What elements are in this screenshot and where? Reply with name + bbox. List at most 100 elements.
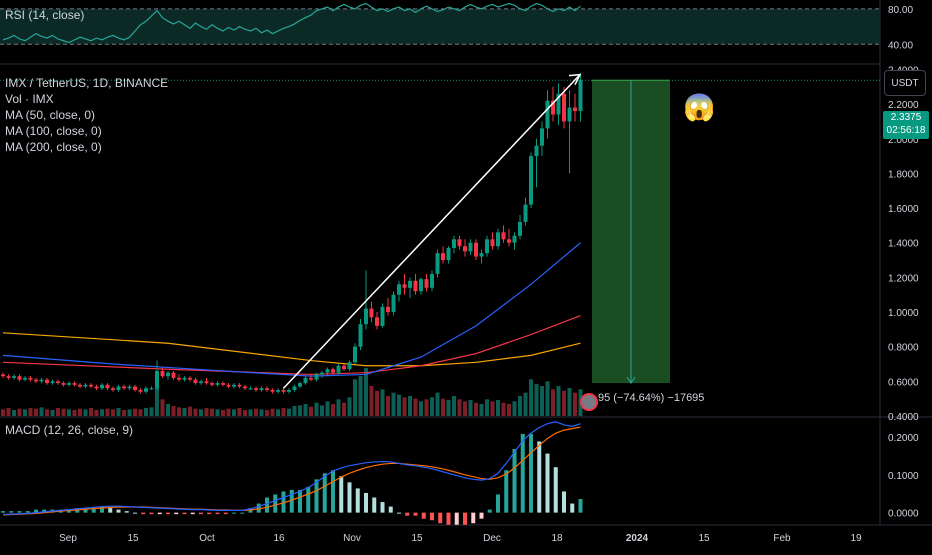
price-axis-label: 2.0000: [888, 135, 919, 146]
candle-body: [298, 383, 302, 387]
volume-bar: [325, 401, 330, 416]
time-axis-label: 15: [698, 533, 710, 544]
candle-body: [193, 379, 198, 384]
volume-bar: [50, 410, 55, 416]
macd-histogram-bar: [34, 509, 38, 513]
volume-bar: [479, 404, 484, 416]
candle-body: [28, 377, 33, 380]
time-axis-label: Oct: [199, 533, 215, 544]
candle-body: [391, 294, 396, 313]
candle-body: [34, 379, 38, 382]
macd-histogram-bar: [190, 512, 195, 515]
main-title[interactable]: IMX / TetherUS, 1D, BINANCE: [5, 76, 169, 90]
macd-histogram-bar: [339, 476, 344, 513]
time-axis-label: Dec: [483, 533, 501, 544]
volume-bar: [45, 409, 49, 416]
price-axis-label: 0.8000: [888, 343, 919, 354]
candle-body: [56, 381, 60, 384]
candle-body: [479, 253, 484, 257]
currency-unit-button[interactable]: USDT: [884, 70, 926, 96]
macd-histogram-bar: [149, 512, 154, 515]
macd-histogram-bar: [471, 512, 476, 524]
candle-body: [204, 381, 209, 384]
candle-body: [1, 374, 5, 377]
volume-bar: [353, 379, 357, 416]
candle-body: [83, 384, 88, 387]
macd-histogram-bar: [454, 512, 459, 525]
study-ma200[interactable]: MA (200, close, 0): [5, 140, 102, 154]
scream-emoji-icon: 😱: [683, 92, 716, 122]
rsi-line: [2, 2, 581, 44]
candle-body: [149, 388, 154, 390]
volume-bar: [100, 409, 104, 416]
macd-histogram-bar: [446, 512, 451, 525]
study-volume[interactable]: Vol · IMX: [5, 92, 54, 106]
candle-body: [254, 388, 258, 391]
candle-body: [160, 370, 165, 377]
candle-body: [188, 377, 192, 380]
candle-body: [556, 93, 561, 115]
rsi-axis-label: 40.00: [888, 40, 913, 51]
candle-body: [375, 317, 379, 326]
candle-body: [50, 381, 55, 384]
macd-histogram-bar: [133, 512, 137, 514]
study-ma100[interactable]: MA (100, close, 0): [5, 124, 102, 138]
volume-bar: [1, 409, 5, 416]
candle-body: [166, 372, 170, 377]
position-marker-icon[interactable]: [580, 393, 598, 411]
macd-histogram-bar: [281, 491, 286, 513]
candle-body: [155, 370, 159, 389]
volume-bar: [149, 407, 154, 416]
macd-axis-label: 0.1000: [888, 471, 919, 482]
rsi-title[interactable]: RSI (14, close): [5, 8, 85, 22]
candle-body: [39, 379, 44, 382]
price-axis-label: 1.2000: [888, 273, 919, 284]
volume-bar: [232, 409, 236, 416]
volume-bar: [160, 399, 165, 416]
candle-body: [496, 232, 500, 247]
macd-histogram-bar: [223, 512, 228, 515]
volume-bar: [298, 405, 302, 416]
macd-histogram-bar: [256, 503, 261, 513]
volume-bar: [248, 409, 253, 416]
volume-bar: [265, 410, 269, 416]
candle-body: [171, 372, 176, 378]
volume-bar: [551, 389, 555, 416]
price-axis-label: 1.6000: [888, 204, 919, 215]
volume-bar: [424, 399, 429, 416]
macd-histogram-bar: [570, 503, 575, 513]
macd-histogram-bar: [520, 433, 525, 513]
volume-bar: [523, 392, 528, 416]
candle-body: [138, 390, 143, 392]
volume-bar: [94, 410, 99, 416]
macd-histogram-bar: [512, 449, 517, 513]
volume-bar: [67, 409, 71, 416]
macd-histogram-bar: [331, 470, 335, 513]
study-ma50[interactable]: MA (50, close, 0): [5, 108, 96, 122]
volume-bar: [314, 402, 319, 416]
candle-body: [441, 253, 445, 261]
candle-body: [232, 384, 236, 387]
candle-body: [485, 239, 489, 254]
macd-title[interactable]: MACD (12, 26, close, 9): [5, 423, 134, 437]
time-axis-label: 2024: [626, 533, 649, 544]
price-axis-label: 0.4000: [888, 412, 919, 423]
candle-body: [100, 384, 104, 389]
volume-bar: [144, 408, 148, 416]
time-axis-label: 16: [273, 533, 285, 544]
candle-body: [45, 379, 49, 384]
ma50-line: [2, 242, 581, 377]
candle-body: [501, 232, 506, 240]
volume-bar: [105, 408, 110, 416]
candle-body: [6, 376, 11, 378]
candle-body: [281, 390, 286, 392]
candle-body: [215, 383, 220, 385]
ma200-line: [2, 332, 581, 367]
macd-histogram-bar: [83, 508, 88, 513]
volume-bar: [215, 409, 220, 416]
volume-bar: [474, 402, 478, 416]
candle-body: [446, 247, 451, 261]
volume-bar: [397, 394, 401, 416]
